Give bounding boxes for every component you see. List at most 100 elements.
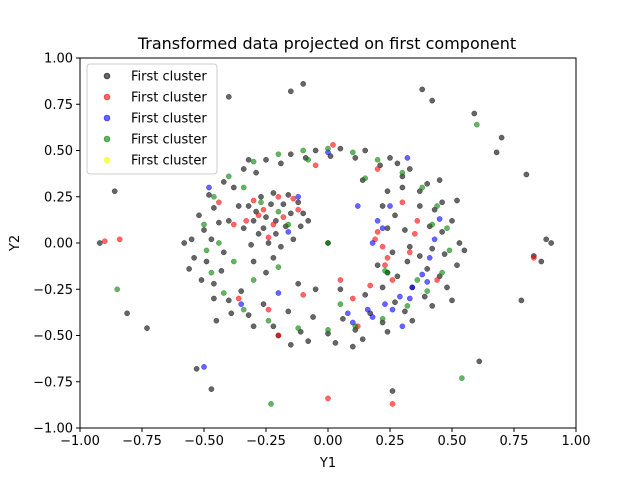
data-point bbox=[220, 249, 227, 256]
data-point bbox=[434, 203, 440, 209]
data-point bbox=[493, 149, 500, 156]
data-point bbox=[248, 241, 254, 248]
data-point bbox=[384, 225, 391, 232]
data-point bbox=[382, 262, 388, 269]
data-point bbox=[287, 341, 294, 348]
data-point bbox=[389, 277, 396, 283]
data-point bbox=[404, 303, 411, 309]
x-tick-label: 1.00 bbox=[562, 434, 591, 449]
data-point bbox=[278, 243, 284, 250]
data-point bbox=[206, 184, 212, 191]
data-point bbox=[275, 290, 282, 296]
data-point bbox=[379, 315, 386, 322]
data-point bbox=[193, 365, 200, 372]
x-tick-label: 0.50 bbox=[438, 434, 467, 449]
data-point bbox=[424, 279, 431, 285]
data-point bbox=[446, 247, 453, 254]
data-point bbox=[406, 249, 413, 256]
data-point bbox=[235, 295, 242, 302]
data-point bbox=[250, 258, 257, 265]
data-point bbox=[305, 156, 312, 163]
data-point bbox=[429, 245, 436, 252]
data-point bbox=[394, 273, 401, 280]
data-point bbox=[216, 240, 222, 246]
legend-marker bbox=[103, 93, 111, 101]
data-point bbox=[240, 306, 247, 313]
data-point bbox=[300, 210, 307, 217]
data-point bbox=[280, 214, 287, 220]
data-point bbox=[419, 184, 426, 191]
data-point bbox=[402, 308, 408, 315]
data-point bbox=[424, 180, 431, 187]
data-point bbox=[399, 184, 406, 191]
data-point bbox=[211, 193, 217, 200]
data-point bbox=[337, 301, 344, 307]
data-point bbox=[300, 291, 307, 298]
data-point bbox=[111, 188, 118, 195]
data-point bbox=[409, 284, 416, 291]
data-point bbox=[250, 323, 257, 330]
data-point bbox=[444, 225, 450, 232]
data-point bbox=[96, 240, 103, 246]
data-point bbox=[414, 217, 421, 224]
data-point bbox=[337, 277, 344, 283]
data-point bbox=[250, 158, 257, 165]
data-point bbox=[389, 249, 396, 256]
data-point bbox=[230, 258, 237, 265]
x-tick-label: 0.75 bbox=[500, 434, 529, 449]
x-tick-label: 0.00 bbox=[314, 434, 343, 449]
data-point bbox=[349, 295, 356, 302]
data-point bbox=[414, 277, 421, 283]
data-point bbox=[325, 395, 331, 402]
legend-label: First cluster bbox=[131, 91, 207, 106]
legend-marker bbox=[103, 114, 111, 122]
data-point bbox=[305, 217, 312, 224]
data-point bbox=[208, 386, 215, 392]
data-point bbox=[374, 262, 381, 269]
data-point bbox=[258, 193, 264, 200]
data-point bbox=[387, 155, 393, 161]
data-point bbox=[392, 299, 398, 306]
y-tick-label: −0.50 bbox=[33, 329, 73, 344]
x-tick-label: −0.75 bbox=[122, 434, 162, 449]
data-point bbox=[230, 221, 237, 228]
data-point bbox=[374, 217, 381, 224]
data-point bbox=[379, 203, 386, 209]
data-point bbox=[411, 230, 418, 237]
data-point bbox=[270, 190, 277, 196]
data-point bbox=[191, 254, 197, 261]
data-point bbox=[116, 236, 123, 243]
data-point bbox=[265, 234, 272, 241]
data-point bbox=[225, 297, 232, 304]
data-point bbox=[240, 166, 247, 172]
data-point bbox=[359, 336, 366, 343]
data-point bbox=[238, 301, 245, 307]
data-point bbox=[382, 301, 388, 307]
data-point bbox=[337, 286, 344, 293]
chart-title: Transformed data projected on first comp… bbox=[137, 34, 516, 53]
data-point bbox=[290, 195, 297, 202]
data-point bbox=[389, 388, 396, 394]
data-point bbox=[201, 364, 207, 370]
data-point bbox=[263, 269, 269, 276]
data-point bbox=[225, 217, 232, 224]
data-point bbox=[384, 328, 391, 335]
y-tick-label: 0.50 bbox=[44, 144, 73, 159]
data-point bbox=[436, 216, 443, 222]
data-point bbox=[203, 258, 210, 265]
data-point bbox=[287, 151, 294, 158]
data-point bbox=[201, 227, 207, 233]
legend-label: First cluster bbox=[131, 70, 207, 85]
data-point bbox=[439, 269, 445, 276]
data-point bbox=[312, 286, 319, 293]
data-point bbox=[275, 332, 282, 339]
data-point bbox=[275, 151, 282, 158]
data-point bbox=[186, 266, 192, 272]
data-point bbox=[203, 247, 210, 254]
data-point bbox=[337, 145, 344, 152]
data-point bbox=[426, 254, 433, 261]
data-point bbox=[349, 343, 356, 350]
y-tick-label: −0.75 bbox=[33, 375, 73, 390]
data-point bbox=[397, 293, 403, 300]
data-point bbox=[364, 306, 371, 313]
